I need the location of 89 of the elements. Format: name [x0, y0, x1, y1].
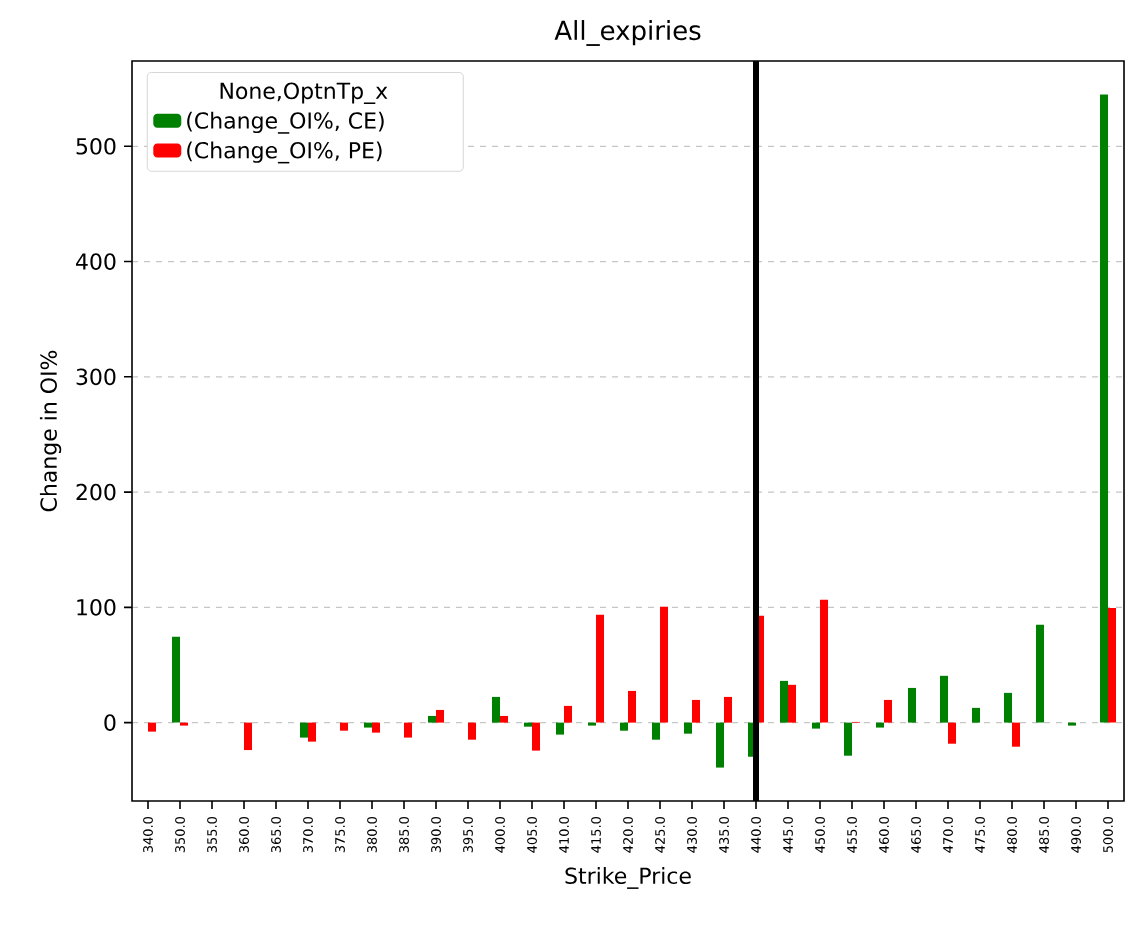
x-tick-label: 415.0 [591, 816, 601, 853]
bar [404, 722, 413, 738]
bar [660, 606, 669, 723]
x-tick-label: 380.0 [367, 816, 377, 853]
x-tick-label: 460.0 [879, 816, 889, 853]
x-tick-label: 350.0 [175, 816, 185, 853]
x-axis-title: Strike_Price [565, 867, 691, 889]
x-tick-label: 385.0 [399, 816, 409, 853]
bar [1012, 722, 1021, 747]
bar [308, 722, 317, 742]
bar [340, 722, 349, 731]
bar [716, 722, 725, 768]
bar [532, 722, 541, 751]
bar [884, 699, 893, 723]
legend-title: None,OptnTp_x [220, 82, 388, 104]
x-tick-label: 500.0 [1103, 816, 1113, 853]
bar [940, 675, 949, 723]
bar [628, 690, 637, 723]
bar [724, 696, 733, 723]
bar [148, 722, 157, 732]
x-tick-label: 475.0 [975, 816, 985, 853]
x-tick-label: 365.0 [271, 816, 281, 853]
bar [1100, 94, 1109, 723]
x-tick-label: 435.0 [719, 816, 729, 853]
x-tick-label: 465.0 [911, 816, 921, 853]
y-tick-label: 400 [76, 253, 116, 270]
legend-label: (Change_OI%, PE) [187, 141, 382, 164]
bar [788, 684, 797, 723]
bar [436, 709, 445, 723]
chart-title: All_expiries [554, 20, 701, 46]
bar [972, 707, 981, 723]
x-tick-label: 400.0 [495, 816, 505, 853]
bar [524, 722, 533, 727]
x-tick-label: 390.0 [431, 816, 441, 853]
x-tick-label: 450.0 [815, 816, 825, 853]
bar [812, 722, 821, 729]
x-tick-label: 490.0 [1071, 816, 1081, 853]
y-tick-label: 100 [77, 599, 116, 616]
bar [908, 687, 917, 723]
bar [556, 722, 565, 735]
y-axis-title: Change in OI% [39, 350, 62, 512]
x-tick-label: 340.0 [143, 816, 153, 853]
bar [364, 722, 373, 728]
x-tick-label: 410.0 [559, 816, 569, 853]
x-tick-label: 425.0 [655, 816, 665, 853]
bar [372, 722, 381, 733]
x-tick-label: 405.0 [527, 816, 537, 853]
bar [684, 722, 693, 734]
y-tick-label: 300 [76, 368, 116, 386]
legend-label: (Change_OI%, CE) [187, 111, 384, 134]
bar [564, 705, 573, 723]
bar [492, 696, 501, 723]
bar [1036, 624, 1045, 723]
bar [652, 722, 661, 740]
bar [1068, 722, 1077, 726]
x-tick-label: 370.0 [303, 816, 313, 853]
x-tick-label: 470.0 [943, 816, 953, 853]
x-tick-label: 455.0 [847, 816, 857, 853]
x-tick-label: 375.0 [335, 816, 345, 853]
bar [180, 722, 189, 726]
x-tick-label: 395.0 [463, 816, 473, 853]
bar [692, 699, 701, 723]
x-tick-label: 430.0 [687, 816, 697, 853]
x-tick-label: 440.0 [751, 816, 761, 853]
bar [1108, 608, 1117, 723]
y-tick-label: 200 [76, 483, 116, 501]
bar [780, 680, 789, 723]
bar [620, 722, 629, 731]
bar [244, 722, 253, 751]
y-tick-label: 0 [104, 714, 116, 731]
x-tick-label: 480.0 [1007, 816, 1017, 853]
y-tick-label: 500 [76, 137, 116, 155]
x-tick-label: 485.0 [1039, 816, 1049, 853]
bar [468, 722, 477, 740]
bar [300, 722, 309, 738]
bar [844, 722, 853, 756]
bar [1004, 692, 1013, 723]
bar [820, 599, 829, 723]
bar [172, 636, 181, 723]
bar [948, 722, 957, 744]
bar [876, 722, 885, 728]
x-tick-label: 360.0 [239, 816, 249, 853]
bar [596, 614, 605, 723]
bar [428, 715, 437, 723]
x-tick-label: 445.0 [783, 816, 793, 853]
bar [500, 715, 509, 723]
x-tick-label: 355.0 [207, 816, 217, 853]
x-tick-label: 420.0 [623, 816, 633, 853]
bar [588, 722, 597, 726]
